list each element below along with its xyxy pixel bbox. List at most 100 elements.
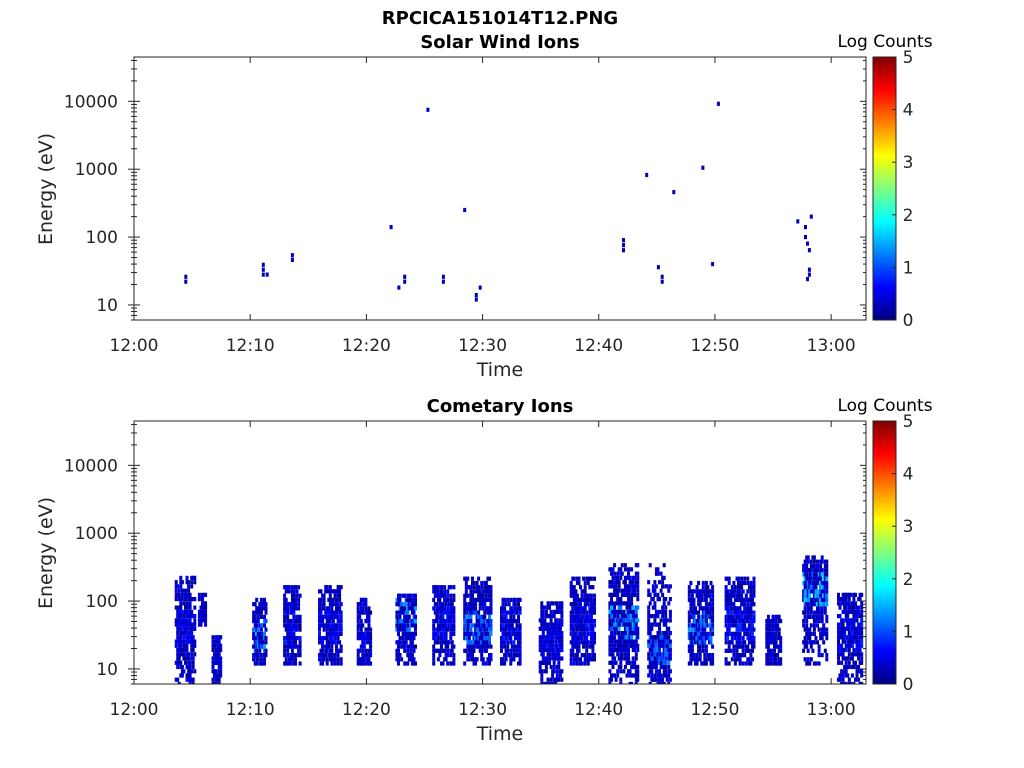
- heatmap-cell: [322, 606, 326, 611]
- heatmap-cell: [623, 622, 627, 627]
- heatmap-cell: [698, 653, 702, 658]
- heatmap-cell: [261, 623, 265, 628]
- heatmap-cell: [620, 652, 624, 657]
- heatmap-cell: [264, 606, 268, 611]
- heatmap-cell: [486, 644, 490, 649]
- heatmap-cell: [261, 636, 265, 641]
- heatmap-cell: [619, 597, 623, 602]
- heatmap-cell: [577, 648, 581, 653]
- heatmap-cell: [541, 681, 545, 684]
- heatmap-cell: [510, 627, 514, 632]
- heatmap-cell: [743, 640, 747, 645]
- heatmap-cell: [648, 656, 652, 661]
- heatmap-cell: [489, 653, 493, 658]
- heatmap-cell: [367, 648, 371, 653]
- heatmap-cell: [179, 631, 183, 636]
- heatmap-cell: [180, 580, 184, 585]
- heatmap-cell: [619, 660, 623, 665]
- heatmap-cell: [364, 602, 368, 607]
- heatmap-cell: [582, 576, 586, 581]
- heatmap-cell: [572, 602, 576, 607]
- heatmap-cell: [560, 622, 564, 627]
- heatmap-cell: [627, 588, 630, 593]
- heatmap-cell: [540, 669, 544, 674]
- heatmap-cell: [432, 631, 436, 636]
- heatmap-cell: [477, 576, 481, 581]
- heatmap-cell: [362, 657, 366, 662]
- heatmap-cell: [407, 631, 411, 636]
- heatmap-cell: [410, 619, 414, 624]
- heatmap-cell: [404, 661, 408, 666]
- heatmap-cell: [191, 656, 195, 661]
- heatmap-cell: [193, 605, 197, 610]
- heatmap-cell: [180, 664, 184, 670]
- heatmap-cell: [751, 631, 754, 636]
- heatmap-cell: [412, 610, 416, 615]
- heatmap-cell: [404, 627, 408, 632]
- heatmap-cell: [630, 622, 634, 627]
- heatmap-cell: [572, 585, 576, 590]
- heatmap-cell: [727, 631, 731, 636]
- heatmap-cell: [614, 580, 618, 585]
- heatmap-cell: [614, 626, 618, 631]
- heatmap-cell: [648, 669, 652, 674]
- heatmap-cell: [658, 639, 661, 644]
- heatmap-cell: [407, 636, 411, 641]
- heatmap-cell: [585, 619, 589, 624]
- heatmap-cell: [325, 614, 329, 619]
- heatmap-cell: [432, 636, 436, 641]
- x-tick-label: 12:10: [226, 700, 275, 720]
- heatmap-cell: [706, 614, 710, 619]
- heatmap-cell: [436, 640, 440, 645]
- heatmap-cell: [179, 575, 183, 580]
- heatmap-cell: [477, 619, 481, 624]
- heatmap-cell: [362, 640, 366, 645]
- heatmap-cell: [193, 614, 197, 619]
- heatmap-cell: [441, 279, 445, 284]
- heatmap-cell: [803, 589, 807, 594]
- colorbar-tick-label: 3: [903, 153, 914, 173]
- heatmap-cell: [656, 571, 660, 576]
- heatmap-cell: [333, 657, 337, 662]
- heatmap-cell: [263, 644, 266, 649]
- heatmap-cell: [860, 609, 864, 614]
- heatmap-cell: [738, 657, 742, 662]
- heatmap-cell: [630, 631, 634, 636]
- heatmap-cell: [627, 567, 630, 572]
- heatmap-cell: [620, 588, 624, 593]
- heatmap-cell: [216, 639, 220, 644]
- x-tick-label: 13:00: [807, 700, 856, 720]
- heatmap-cell: [540, 677, 544, 682]
- heatmap-cell: [510, 657, 514, 662]
- heatmap-cell: [217, 677, 221, 682]
- heatmap-cell: [322, 653, 326, 658]
- heatmap-cell: [575, 640, 579, 645]
- heatmap-cell: [488, 661, 491, 666]
- heatmap-cell: [204, 618, 208, 623]
- heatmap-cell: [843, 635, 847, 640]
- heatmap-cell: [551, 631, 555, 636]
- heatmap-cell: [697, 648, 701, 653]
- heatmap-cell: [486, 610, 490, 615]
- heatmap-cell: [634, 639, 638, 644]
- heatmap-cell: [503, 640, 507, 645]
- heatmap-cell: [697, 627, 701, 632]
- heatmap-cell: [844, 660, 848, 665]
- heatmap-cell: [452, 619, 456, 624]
- heatmap-cell: [593, 653, 596, 658]
- heatmap-cell: [625, 626, 629, 631]
- heatmap-cell: [436, 610, 440, 615]
- heatmap-cell: [449, 585, 453, 590]
- heatmap-cell: [338, 627, 342, 632]
- heatmap-cell: [653, 588, 657, 593]
- heatmap-cell: [591, 606, 595, 611]
- heatmap-cell: [318, 627, 321, 632]
- heatmap-cell: [860, 618, 864, 623]
- heatmap-cell: [593, 610, 596, 615]
- heatmap-cell: [614, 639, 618, 644]
- heatmap-cell: [804, 225, 807, 230]
- heatmap-cell: [608, 643, 612, 648]
- heatmap-cell: [841, 618, 845, 623]
- heatmap-cell: [436, 589, 440, 594]
- heatmap-cell: [551, 652, 555, 657]
